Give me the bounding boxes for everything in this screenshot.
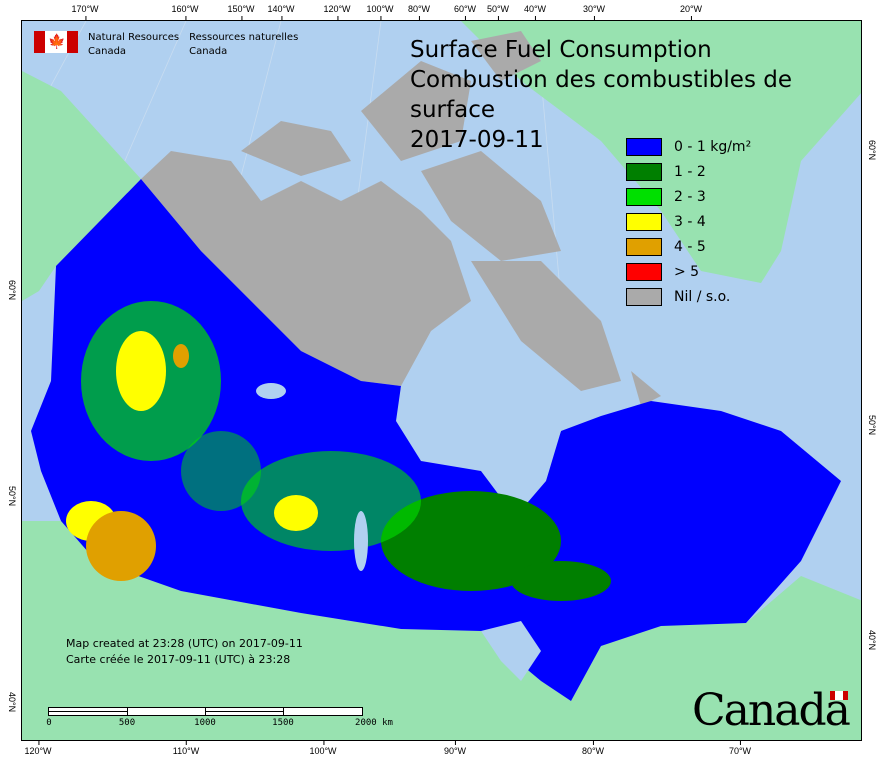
lon-label: 60°W — [453, 4, 477, 21]
lon-label: 70°W — [728, 740, 752, 756]
legend-swatch — [626, 287, 662, 306]
canada-fuel-0-1 — [31, 179, 841, 701]
title-fr: Combustion des combustibles de surface — [410, 67, 792, 123]
baffin-island — [471, 261, 621, 391]
lon-label: 50°W — [486, 4, 510, 21]
lat-label: 40°N — [7, 692, 17, 713]
lon-label: 100°W — [309, 740, 337, 756]
lake — [256, 383, 286, 399]
legend-item: 2 - 3 — [626, 184, 751, 209]
arctic-island — [471, 31, 541, 81]
lake — [354, 511, 368, 571]
map-frame[interactable]: 🍁 Natural Resources Canada Ressources na… — [21, 20, 862, 741]
lat-label: 50°N — [867, 415, 877, 436]
lon-label: 120°W — [323, 4, 351, 21]
lon-label: 40°W — [523, 4, 547, 21]
agency-en-line1: Natural Resources — [88, 32, 180, 43]
patch-3-4 — [116, 331, 166, 411]
patch-4-5 — [173, 344, 189, 368]
lat-label: 60°N — [867, 140, 877, 161]
legend-swatch — [626, 162, 662, 181]
map-title: Surface Fuel Consumption Combustion des … — [410, 35, 861, 155]
legend-item: 3 - 4 — [626, 209, 751, 234]
legend-item: 4 - 5 — [626, 234, 751, 259]
legend-item: > 5 — [626, 259, 751, 284]
legend-swatch — [626, 262, 662, 281]
legend-item: 1 - 2 — [626, 159, 751, 184]
legend: 0 - 1 kg/m² 1 - 2 2 - 3 3 - 4 4 - 5 > 5 … — [626, 134, 751, 309]
nrcan-signature: 🍁 Natural Resources Canada Ressources na… — [34, 31, 298, 59]
credit-fr: Carte créée le 2017-09-11 (UTC) à 23:28 — [66, 653, 291, 666]
patch-1-2 — [511, 561, 611, 601]
agency-fr: Ressources naturelles Canada — [189, 31, 298, 59]
patch-4-5 — [86, 511, 156, 581]
lon-label: 30°W — [582, 4, 606, 21]
patch-2-3 — [241, 451, 421, 551]
hudson-bay — [398, 336, 561, 516]
scale-label: 2000 km — [355, 718, 393, 728]
agency-fr-line2: Canada — [189, 46, 228, 57]
wordmark-flag-icon — [830, 691, 848, 700]
scale-label: 1500 — [272, 718, 294, 728]
labrador-north — [631, 371, 661, 406]
agency-en: Natural Resources Canada — [88, 31, 179, 59]
legend-swatch — [626, 237, 662, 256]
lon-label: 160°W — [171, 4, 199, 21]
alaska — [22, 71, 141, 301]
scale-bar — [48, 707, 363, 716]
legend-item: Nil / s.o. — [626, 284, 751, 309]
scale-label: 1000 — [194, 718, 216, 728]
credit-en: Map created at 23:28 (UTC) on 2017-09-11 — [66, 637, 303, 650]
patch-2-3 — [181, 431, 261, 511]
arctic-island — [421, 151, 561, 261]
canada-flag-icon: 🍁 — [34, 31, 78, 53]
scale-label: 0 — [46, 718, 52, 728]
lon-label: 150°W — [227, 4, 255, 21]
lon-label: 100°W — [366, 4, 394, 21]
lon-label: 140°W — [267, 4, 295, 21]
lat-label: 60°N — [7, 280, 17, 301]
patch-3-4 — [274, 495, 318, 531]
lon-label: 90°W — [443, 740, 467, 756]
arctic-island — [241, 121, 351, 176]
scale-label: 500 — [118, 718, 136, 728]
agency-fr-line1: Ressources naturelles — [189, 32, 299, 43]
patch-1-2 — [381, 491, 561, 591]
lon-label: 20°W — [679, 4, 703, 21]
lon-label: 170°W — [71, 4, 99, 21]
canada-wordmark: Canada — [692, 685, 851, 736]
map-credit: Map created at 23:28 (UTC) on 2017-09-11… — [66, 636, 303, 668]
lon-label: 80°W — [581, 740, 605, 756]
title-en: Surface Fuel Consumption — [410, 37, 712, 63]
legend-swatch — [626, 137, 662, 156]
legend-swatch — [626, 212, 662, 231]
usa — [22, 521, 861, 740]
lon-label: 110°W — [172, 740, 200, 756]
lon-label: 80°W — [407, 4, 431, 21]
map-date: 2017-09-11 — [410, 127, 544, 153]
arctic-mainland — [141, 151, 471, 386]
legend-item: 0 - 1 kg/m² — [626, 134, 751, 159]
lat-label: 50°N — [7, 486, 17, 507]
fuel-patches — [66, 301, 611, 601]
great-lakes — [481, 621, 541, 681]
agency-en-line2: Canada — [88, 46, 127, 57]
legend-swatch — [626, 187, 662, 206]
lat-label: 40°N — [867, 630, 877, 651]
arctic-island — [361, 61, 471, 161]
lon-label: 120°W — [24, 740, 52, 756]
